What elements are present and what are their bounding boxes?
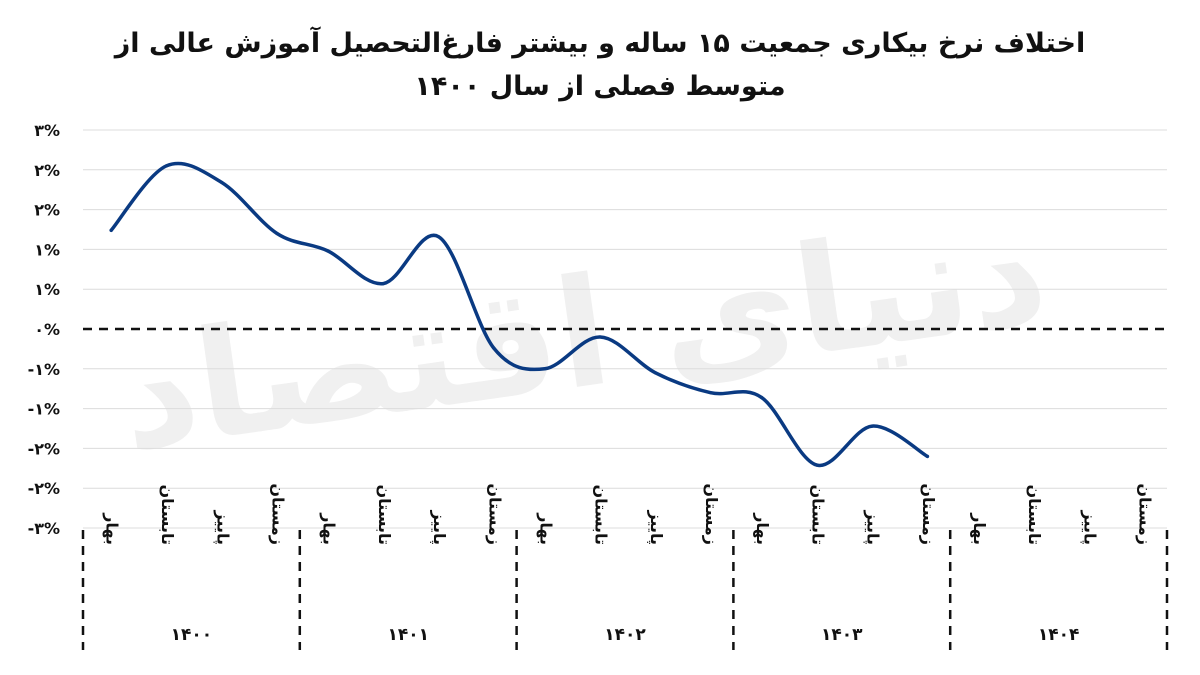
x-tick-label: زمستان [1136, 483, 1155, 545]
x-tick-label: تابستان [1025, 485, 1044, 546]
x-tick-label: تابستان [375, 485, 394, 546]
data-point [759, 395, 764, 400]
x-tick-label: بهار [319, 512, 338, 545]
chart-title-line-1: اختلاف نرخ بیکاری جمعیت ۱۵ ساله و بیشتر … [114, 28, 1086, 59]
year-group-label: ۱۴۰۲ [604, 625, 646, 645]
x-tick-label: پاییز [646, 509, 666, 545]
data-point [109, 228, 113, 232]
y-tick-label: ۳% [34, 121, 60, 140]
x-tick-label: بهار [536, 512, 555, 545]
x-tick-label: بهار [970, 512, 989, 545]
data-point [598, 335, 602, 339]
data-point [870, 424, 874, 428]
data-point [164, 164, 169, 168]
data-point [815, 463, 819, 467]
x-tick-label: پاییز [863, 509, 883, 545]
year-group-label: ۱۴۰۰ [171, 625, 213, 645]
chart-title-line-2: متوسط فصلی از سال ۱۴۰۰ [414, 71, 786, 102]
chart-title: اختلاف نرخ بیکاری جمعیت ۱۵ ساله و بیشتر … [0, 22, 1200, 108]
data-point [326, 249, 330, 253]
y-tick-label: -۱% [28, 360, 60, 379]
data-point [492, 346, 496, 350]
x-tick-label: پاییز [212, 509, 232, 545]
y-tick-label: ۲% [34, 201, 60, 220]
series-line [109, 161, 930, 467]
x-tick-label: زمستان [702, 483, 721, 545]
year-group-label: ۱۴۰۳ [821, 625, 863, 645]
data-point [381, 282, 385, 286]
x-tick-label: زمستان [485, 483, 504, 545]
x-tick-label: پاییز [1079, 509, 1099, 545]
y-tick-label: ۲% [34, 161, 60, 180]
y-tick-label: -۲% [28, 439, 60, 458]
watermark: دنیای اقتصاد [109, 183, 1057, 485]
x-tick-label: بهار [103, 512, 122, 545]
data-point [436, 235, 441, 239]
data-point [543, 367, 547, 371]
x-tick-label: تابستان [592, 485, 611, 546]
data-point [275, 231, 279, 236]
y-tick-label: -۱% [28, 400, 60, 419]
x-tick-label: بهار [753, 512, 772, 545]
y-tick-label: ۰% [34, 320, 60, 339]
data-point [925, 454, 930, 458]
y-tick-label: -۳% [28, 519, 60, 538]
y-tick-label: ۱% [34, 240, 60, 259]
x-tick-label: تابستان [158, 485, 177, 546]
x-tick-label: پاییز [429, 509, 449, 545]
data-point [709, 391, 713, 395]
x-tick-label: تابستان [808, 485, 827, 546]
data-point [220, 180, 224, 185]
data-point [653, 371, 657, 375]
year-group-label: ۱۴۰۱ [387, 625, 429, 645]
year-group-label: ۱۴۰۴ [1038, 625, 1080, 645]
x-tick-label: زمستان [919, 483, 938, 545]
y-tick-label: ۱% [34, 280, 60, 299]
x-tick-label: زمستان [269, 483, 288, 545]
y-tick-label: -۲% [28, 479, 60, 498]
